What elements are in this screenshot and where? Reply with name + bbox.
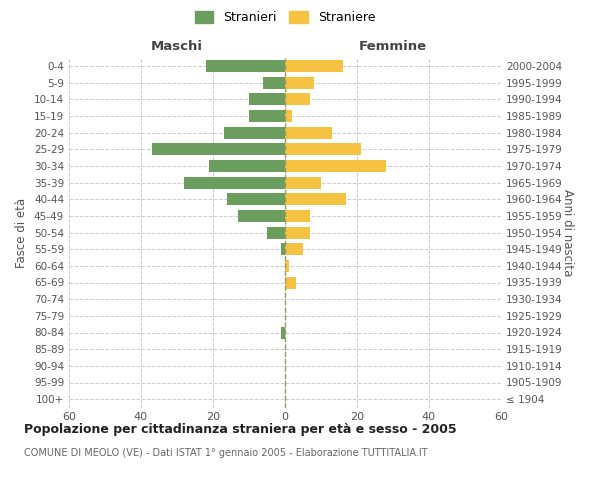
Bar [285,226,310,238]
Bar [152,143,285,155]
Text: Popolazione per cittadinanza straniera per età e sesso - 2005: Popolazione per cittadinanza straniera p… [24,422,457,436]
Bar [209,160,285,172]
Bar [267,226,285,238]
Bar [249,93,285,105]
Bar [206,60,285,72]
Bar [285,210,310,222]
Y-axis label: Anni di nascita: Anni di nascita [561,189,574,276]
Bar [285,110,292,122]
Bar [227,193,285,205]
Bar [238,210,285,222]
Bar [285,160,386,172]
Y-axis label: Fasce di età: Fasce di età [16,198,28,268]
Text: Femmine: Femmine [359,40,427,52]
Bar [285,60,343,72]
Bar [285,260,289,272]
Legend: Stranieri, Straniere: Stranieri, Straniere [190,6,380,29]
Bar [285,126,332,138]
Bar [285,276,296,288]
Bar [281,243,285,255]
Bar [184,176,285,188]
Bar [285,93,310,105]
Bar [285,76,314,88]
Bar [281,326,285,338]
Bar [285,143,361,155]
Bar [285,176,321,188]
Bar [224,126,285,138]
Bar [249,110,285,122]
Text: Maschi: Maschi [151,40,203,52]
Bar [263,76,285,88]
Bar [285,243,303,255]
Bar [285,193,346,205]
Text: COMUNE DI MEOLO (VE) - Dati ISTAT 1° gennaio 2005 - Elaborazione TUTTITALIA.IT: COMUNE DI MEOLO (VE) - Dati ISTAT 1° gen… [24,448,428,458]
